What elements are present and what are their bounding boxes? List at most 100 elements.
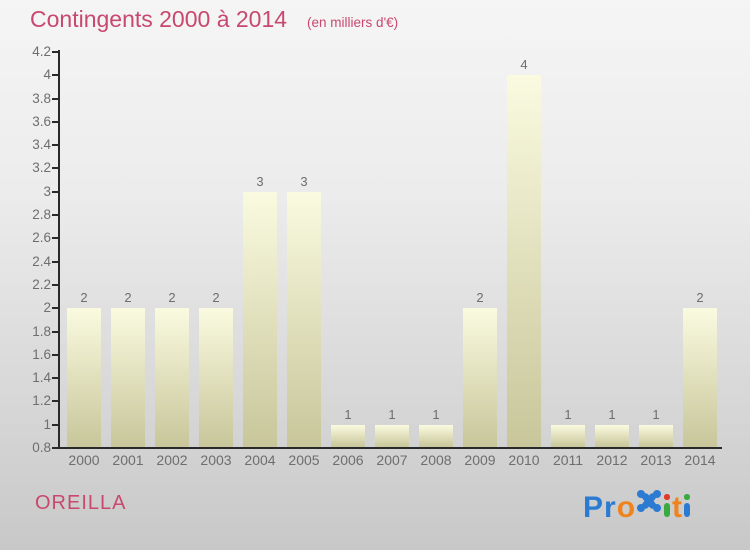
x-axis-tick-label: 2007 bbox=[376, 452, 408, 468]
bar-value-label: 2 bbox=[80, 290, 88, 306]
bar-2001 bbox=[111, 308, 145, 447]
y-axis-tick bbox=[52, 97, 59, 100]
x-axis-tick-label: 2013 bbox=[640, 452, 672, 468]
bar-value-label: 2 bbox=[124, 290, 132, 306]
y-axis-tick-label: 4 bbox=[43, 67, 51, 83]
chart-subtitle: (en milliers d'€) bbox=[307, 15, 399, 30]
bar-value-label: 1 bbox=[608, 406, 616, 422]
y-axis-tick-label: 3.6 bbox=[32, 113, 51, 129]
x-axis-tick-label: 2000 bbox=[68, 452, 100, 468]
bar-value-label: 2 bbox=[696, 290, 704, 306]
y-axis-tick-label: 1.2 bbox=[32, 393, 51, 409]
y-axis-tick-label: 1.8 bbox=[32, 323, 51, 339]
bar-2007 bbox=[375, 424, 409, 447]
logo-letter-t: t bbox=[672, 491, 683, 524]
bar-value-label: 1 bbox=[432, 406, 440, 422]
bar-2004 bbox=[243, 191, 277, 447]
x-axis-tick-label: 2003 bbox=[200, 452, 232, 468]
bar-2010 bbox=[507, 75, 541, 447]
y-axis-tick-label: 3 bbox=[43, 183, 51, 199]
x-axis-tick-label: 2011 bbox=[552, 452, 584, 468]
bar-value-label: 1 bbox=[564, 406, 572, 422]
bar-value-label: 2 bbox=[212, 290, 220, 306]
y-axis-tick bbox=[52, 330, 59, 333]
bar-2006 bbox=[331, 424, 365, 447]
y-axis-tick-label: 2.6 bbox=[32, 230, 51, 246]
logo-letter-o: o bbox=[616, 491, 636, 524]
logo-letter-P: P bbox=[583, 491, 604, 524]
y-axis-tick bbox=[52, 447, 59, 449]
logo-i-stem bbox=[664, 503, 670, 517]
y-axis-tick bbox=[52, 260, 59, 263]
y-axis-tick bbox=[52, 283, 59, 286]
y-axis-tick-label: 2.4 bbox=[32, 253, 51, 269]
bar-value-label: 2 bbox=[168, 290, 176, 306]
y-axis-tick bbox=[52, 307, 59, 310]
bar-value-label: 1 bbox=[388, 406, 396, 422]
bar-2012 bbox=[595, 424, 629, 447]
logo-letter-i bbox=[664, 494, 670, 517]
x-axis-tick-label: 2005 bbox=[288, 452, 320, 468]
y-axis-tick bbox=[52, 237, 59, 240]
bar-value-label: 3 bbox=[256, 173, 264, 189]
y-axis-tick bbox=[52, 353, 59, 356]
y-axis-tick-label: 2.8 bbox=[32, 207, 51, 223]
logo-letter-i bbox=[684, 494, 690, 517]
y-axis-tick bbox=[52, 74, 59, 77]
chart-header: Contingents 2000 à 2014 (en milliers d'€… bbox=[30, 6, 398, 33]
bar-2011 bbox=[551, 424, 585, 447]
bar-2013 bbox=[639, 424, 673, 447]
y-axis-tick bbox=[52, 167, 59, 170]
bar-2008 bbox=[419, 424, 453, 447]
y-axis-tick-label: 0.8 bbox=[32, 440, 51, 455]
bar-2005 bbox=[287, 191, 321, 447]
bar-2009 bbox=[463, 308, 497, 447]
y-axis-tick-label: 3.8 bbox=[32, 90, 51, 106]
bar-2002 bbox=[155, 308, 189, 447]
logo-i-dot bbox=[684, 494, 690, 500]
x-axis-tick-label: 2006 bbox=[332, 452, 364, 468]
y-axis-tick-label: 1 bbox=[43, 416, 51, 432]
bar-2000 bbox=[67, 308, 101, 447]
y-axis-tick bbox=[52, 51, 59, 53]
x-axis-tick-label: 2002 bbox=[156, 452, 188, 468]
bar-value-label: 1 bbox=[344, 406, 352, 422]
y-axis-tick bbox=[52, 377, 59, 380]
bar-value-label: 4 bbox=[520, 57, 528, 73]
bar-2003 bbox=[199, 308, 233, 447]
y-axis-line bbox=[58, 50, 60, 449]
bar-value-label: 1 bbox=[652, 406, 660, 422]
y-axis-tick-label: 2 bbox=[43, 300, 51, 316]
x-axis-tick-label: 2014 bbox=[684, 452, 716, 468]
chart-title: Contingents 2000 à 2014 bbox=[30, 6, 288, 32]
x-axis-tick-label: 2009 bbox=[464, 452, 496, 468]
y-axis-tick-label: 1.4 bbox=[32, 370, 51, 386]
y-axis-tick bbox=[52, 400, 59, 403]
y-axis-tick-label: 4.2 bbox=[32, 44, 51, 59]
y-axis-tick-label: 1.6 bbox=[32, 346, 51, 362]
location-label: OREILLA bbox=[35, 492, 127, 514]
logo-i-dot bbox=[664, 494, 670, 500]
y-axis-tick bbox=[52, 120, 59, 123]
x-axis-tick-label: 2012 bbox=[596, 452, 628, 468]
logo-i-stem bbox=[684, 503, 690, 517]
x-axis-line bbox=[58, 447, 722, 449]
bar-2014 bbox=[683, 308, 717, 447]
y-axis-tick bbox=[52, 423, 59, 426]
x-axis-tick-label: 2001 bbox=[112, 452, 144, 468]
y-axis-tick bbox=[52, 144, 59, 147]
y-axis-tick-label: 3.2 bbox=[32, 160, 51, 176]
y-axis-tick bbox=[52, 190, 59, 193]
x-axis-tick-label: 2010 bbox=[508, 452, 540, 468]
bar-value-label: 3 bbox=[300, 173, 308, 189]
logo-letter-r: r bbox=[604, 491, 616, 524]
x-axis-tick-label: 2008 bbox=[420, 452, 452, 468]
x-axis-tick-label: 2004 bbox=[244, 452, 276, 468]
bar-value-label: 2 bbox=[476, 290, 484, 306]
y-axis-tick bbox=[52, 214, 59, 217]
logo-x-icon bbox=[637, 488, 662, 518]
y-axis-tick-label: 2.2 bbox=[32, 276, 51, 292]
y-axis-tick-label: 3.4 bbox=[32, 137, 51, 153]
